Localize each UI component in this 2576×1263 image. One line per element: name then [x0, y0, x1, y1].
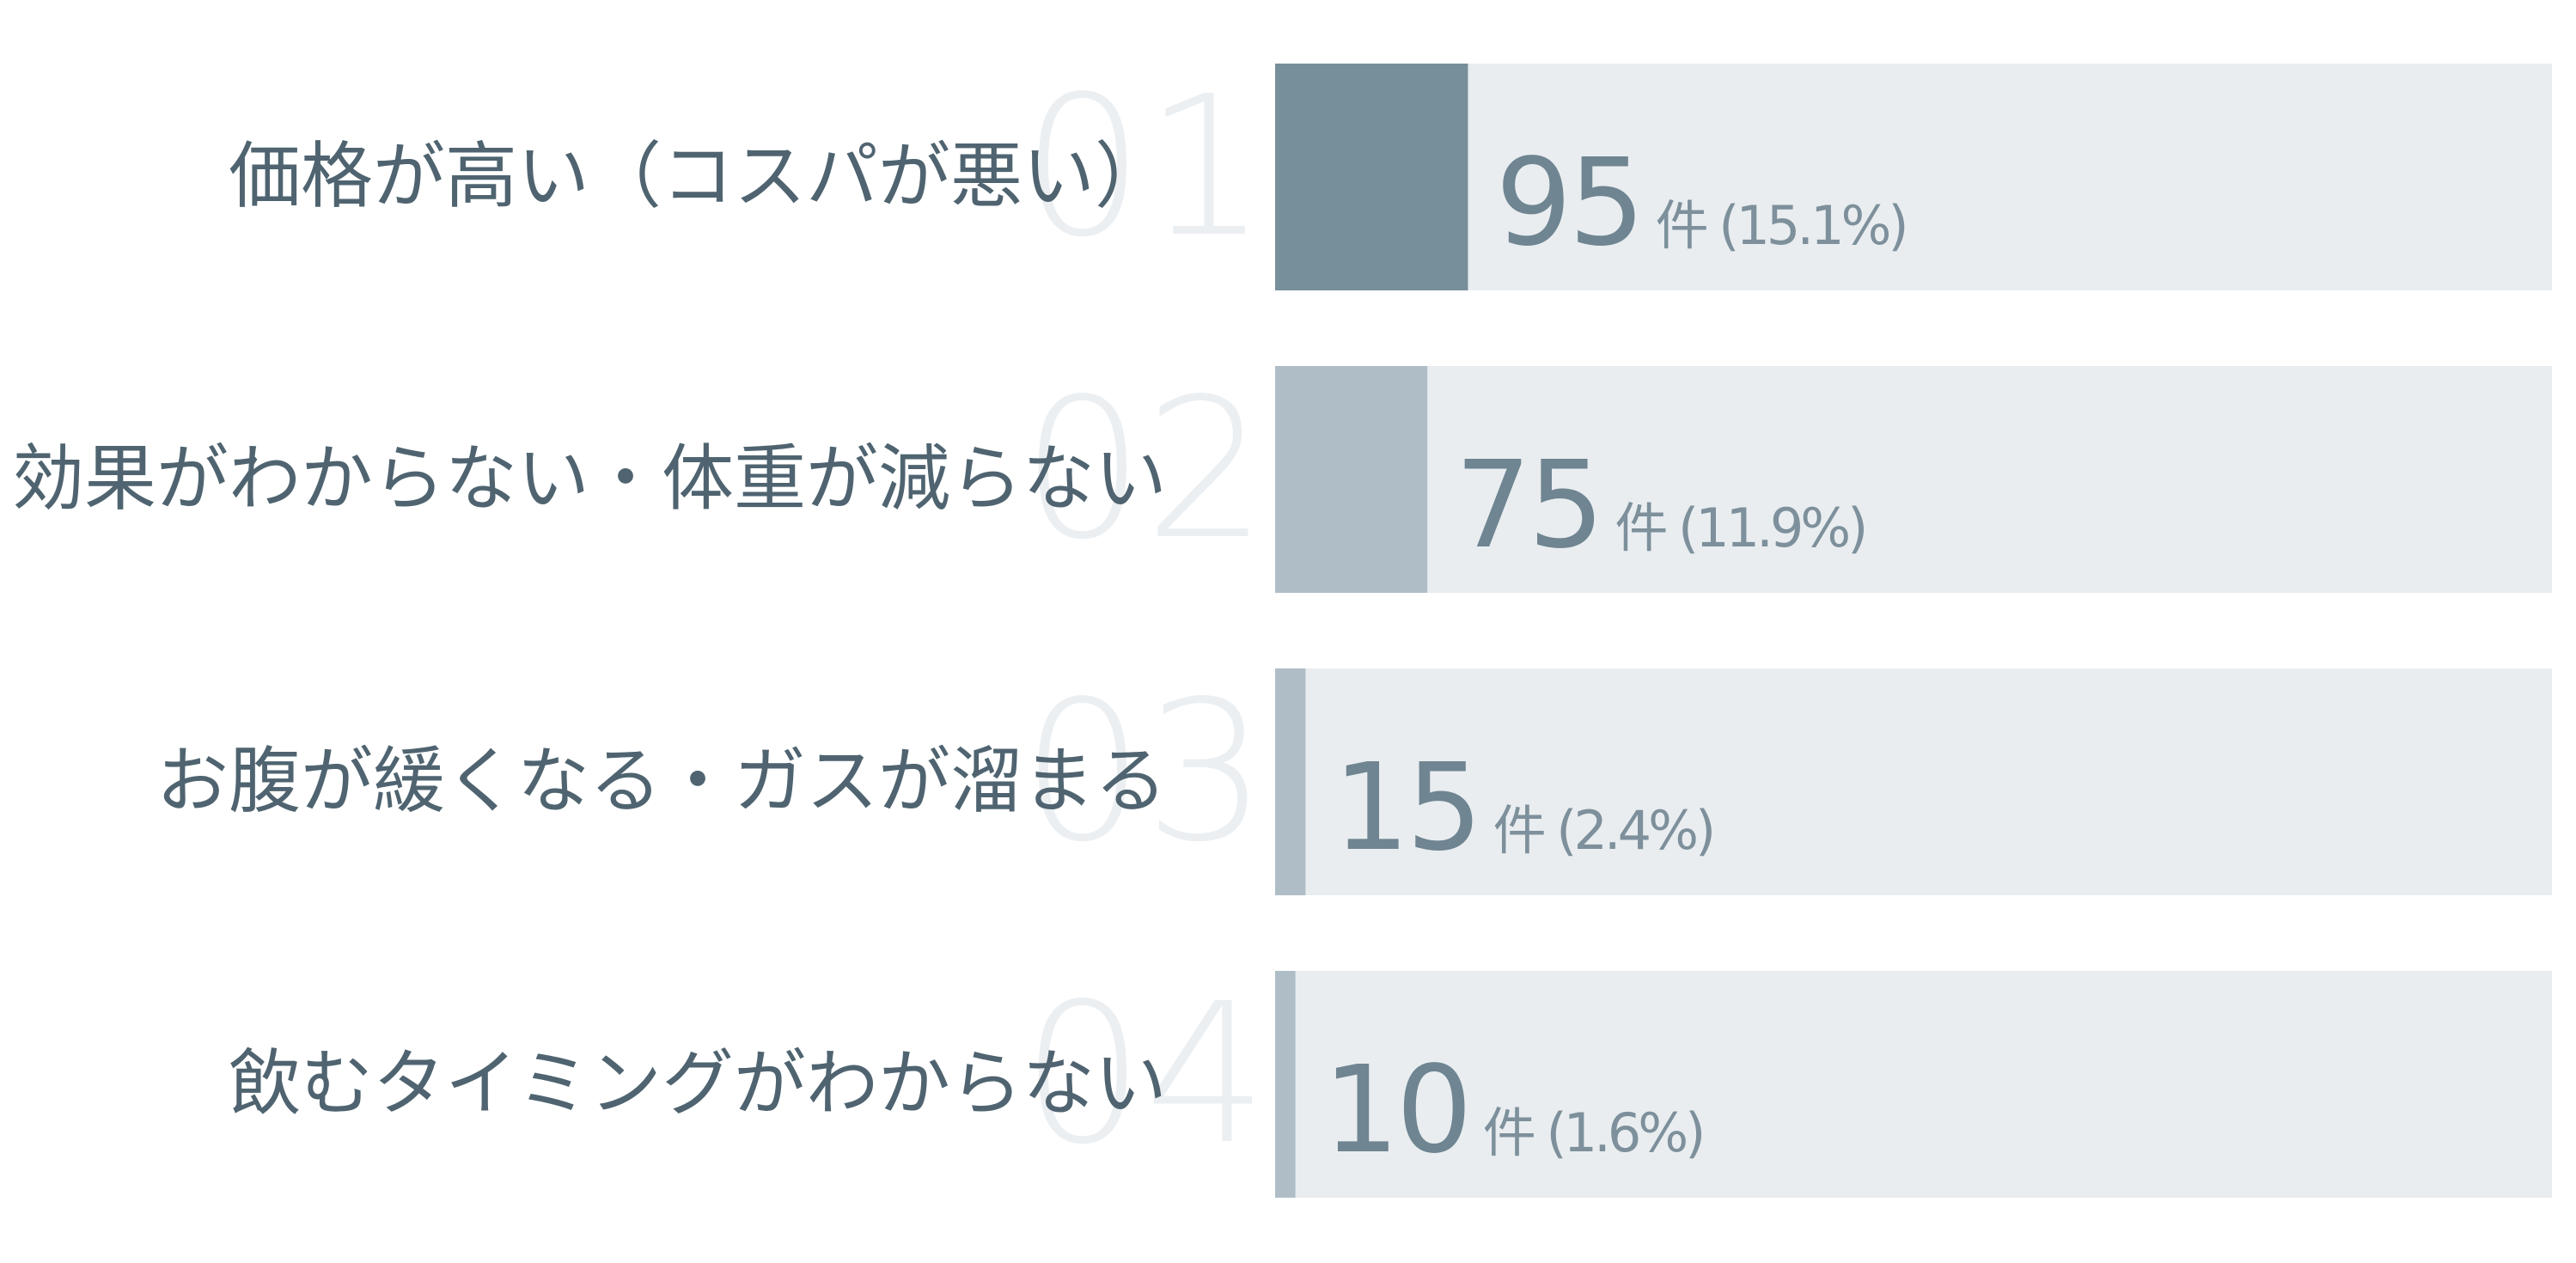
bar-track	[1275, 366, 2552, 593]
bar-track	[1275, 971, 2552, 1198]
count-value: 10	[1323, 1040, 1469, 1181]
bar	[1275, 668, 1306, 895]
value-label: 75 件 (11.9%)	[1455, 436, 1865, 576]
category-label: お腹が緩くなる・ガスが溜まる	[156, 739, 1167, 823]
count-suffix: 件 (1.6%)	[1483, 1101, 1703, 1164]
rank-number: 01	[1022, 55, 1267, 280]
count-value: 95	[1495, 133, 1641, 273]
count-value: 15	[1333, 738, 1479, 878]
bar	[1275, 64, 1468, 290]
count-value: 75	[1455, 436, 1601, 576]
rank-number: 03	[1022, 660, 1267, 885]
bar	[1275, 971, 1296, 1198]
bar	[1275, 366, 1428, 593]
bar-track	[1275, 668, 2552, 895]
value-label: 95 件 (15.1%)	[1495, 133, 1905, 273]
count-suffix: 件 (2.4%)	[1493, 799, 1713, 862]
category-label: 価格が高い（コスパが悪い）	[229, 134, 1167, 218]
category-label: 飲むタイミングがわからない	[229, 1041, 1167, 1126]
rank-number: 02	[1022, 357, 1267, 583]
rank-number: 04	[1022, 962, 1267, 1187]
count-suffix: 件 (11.9%)	[1615, 497, 1865, 559]
value-label: 15 件 (2.4%)	[1333, 738, 1712, 878]
bar-track	[1275, 64, 2552, 290]
count-suffix: 件 (15.1%)	[1656, 194, 1906, 257]
category-label: 効果がわからない・体重が減らない	[12, 436, 1167, 521]
value-label: 10 件 (1.6%)	[1323, 1040, 1703, 1181]
